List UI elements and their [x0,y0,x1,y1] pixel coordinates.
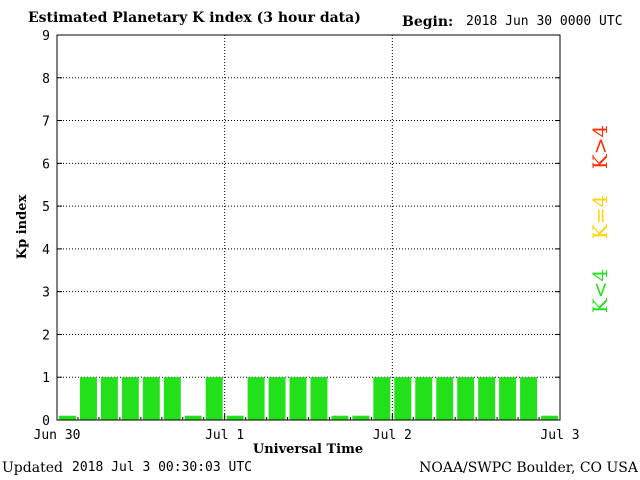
x-tick-label: Jul 3 [540,428,579,443]
kp-bar [59,415,76,420]
kp-bar [499,377,517,420]
chart-title: Estimated Planetary K index (3 hour data… [28,10,361,26]
credit-text: NOAA/SWPC Boulder, CO USA [419,460,638,476]
kp-bar [520,377,538,420]
kp-bar [457,377,475,420]
kp-bar [310,377,328,420]
updated-label: Updated [2,460,63,476]
legend-item: K<4 [588,269,612,313]
y-tick-label: 2 [42,328,50,343]
y-tick-label: 9 [42,29,50,44]
y-axis-label: Kp index [15,195,30,260]
kp-bar [289,377,307,420]
begin-value: 2018 Jun 30 0000 UTC [466,14,623,29]
kp-bar [541,415,558,420]
kp-bar [79,377,97,420]
x-tick-label: Jul 2 [373,428,412,443]
y-tick-label: 0 [42,414,50,429]
legend-item: K>4 [588,125,612,169]
y-tick-label: 3 [42,286,50,301]
kp-bar [331,415,349,420]
y-tick-label: 6 [42,157,50,172]
kp-bar [205,377,223,420]
y-tick-label: 5 [42,200,50,215]
x-axis-label: Universal Time [253,442,363,457]
x-tick-label: Jul 1 [205,428,244,443]
kp-bar [226,415,244,420]
y-tick-label: 7 [42,115,50,130]
kp-bar [415,377,433,420]
y-tick-label: 1 [42,371,50,386]
kp-bar [247,377,265,420]
kp-bar [436,377,454,420]
y-tick-label: 4 [42,243,50,258]
kp-bar [478,377,496,420]
updated-value: 2018 Jul 3 00:30:03 UTC [72,460,253,475]
plot-area [56,34,561,421]
kp-bar [100,377,118,420]
kp-bar [184,415,202,420]
x-tick-label: Jun 30 [34,428,81,443]
kp-bar [352,415,370,420]
kp-bar [121,377,139,420]
kp-bar [394,377,412,420]
kp-bar [163,377,181,420]
legend: K>4 K=4 K<4 [588,125,612,313]
kp-bar [268,377,286,420]
begin-label: Begin: [402,14,454,30]
kp-bar [373,377,391,420]
legend-item: K=4 [588,195,612,239]
y-tick-label: 8 [42,72,50,87]
kp-bar [142,377,160,420]
